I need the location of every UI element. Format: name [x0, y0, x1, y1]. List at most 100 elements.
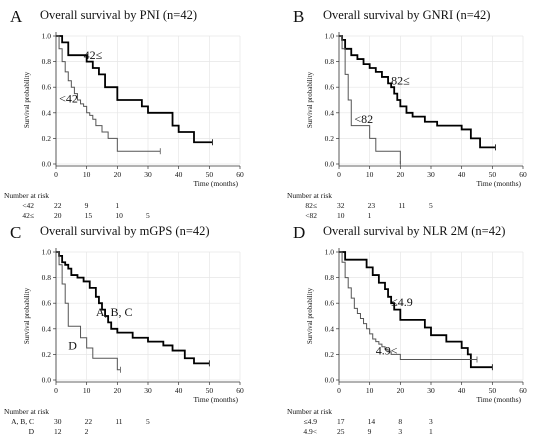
x-tick-label: 60 — [519, 170, 527, 179]
x-tick-label: 10 — [366, 386, 374, 395]
risk-value: 10 — [337, 211, 345, 220]
x-tick-label: 30 — [427, 170, 435, 179]
curve-label: 82≤ — [391, 74, 410, 88]
x-tick-label: 10 — [83, 170, 91, 179]
x-tick-label: 0 — [337, 386, 341, 395]
risk-value: 20 — [54, 211, 62, 220]
y-tick-label: 0.4 — [325, 108, 335, 117]
x-tick-label: 50 — [206, 386, 214, 395]
x-tick-label: 0 — [54, 170, 58, 179]
chart-title: Overall survival by PNI (n=42) — [40, 8, 197, 22]
risk-row-label: 82≤ — [305, 201, 317, 210]
risk-value: 17 — [337, 417, 345, 426]
risk-row-label: <82 — [305, 211, 317, 220]
y-axis-label: Survival probability — [306, 71, 314, 128]
x-tick-label: 30 — [427, 386, 435, 395]
curve-label: <82 — [354, 112, 373, 126]
risk-value: 32 — [337, 201, 345, 210]
x-tick-label: 10 — [83, 386, 91, 395]
x-tick-label: 50 — [489, 386, 497, 395]
panel-letter: A — [10, 7, 23, 26]
survival-curve-high — [56, 251, 210, 365]
y-tick-label: 0.6 — [325, 299, 335, 308]
risk-value: 23 — [368, 201, 376, 210]
survival-curve-low — [56, 35, 161, 152]
y-tick-label: 0.4 — [325, 324, 335, 333]
survival-curve-low — [339, 251, 477, 361]
x-tick-label: 30 — [144, 170, 152, 179]
chart-panel-d: D Overall survival by NLR 2M (n=42) 0.0 0.2… — [287, 223, 527, 436]
curve-label: A, B, C — [96, 305, 133, 319]
x-axis-label: Time (months) — [476, 395, 521, 404]
risk-row-label: D — [29, 427, 35, 436]
x-tick-label: 0 — [337, 170, 341, 179]
risk-value: 22 — [54, 201, 62, 210]
risk-value: 5 — [429, 201, 433, 210]
y-tick-label: 1.0 — [42, 248, 52, 257]
x-tick-label: 60 — [519, 386, 527, 395]
x-tick-label: 50 — [489, 170, 497, 179]
x-tick-label: 40 — [458, 170, 466, 179]
y-tick-label: 0.6 — [325, 83, 335, 92]
risk-row-label: 42≤ — [22, 211, 34, 220]
x-tick-label: 60 — [236, 170, 244, 179]
y-tick-label: 1.0 — [325, 248, 335, 257]
x-tick-label: 30 — [144, 386, 152, 395]
risk-table-title: Number at risk — [4, 191, 49, 200]
risk-row-label: 4.9< — [303, 427, 317, 436]
y-tick-label: 1.0 — [325, 32, 335, 41]
y-tick-label: 0.8 — [42, 57, 52, 66]
survival-curve-high — [339, 35, 496, 149]
risk-value: 5 — [146, 417, 150, 426]
risk-table-title: Number at risk — [4, 407, 49, 416]
risk-value: 30 — [54, 417, 62, 426]
x-tick-label: 50 — [206, 170, 214, 179]
panel-letter: B — [293, 7, 304, 26]
x-tick-label: 0 — [54, 386, 58, 395]
curve-label: <42 — [59, 92, 78, 106]
y-tick-label: 0.2 — [42, 350, 52, 359]
risk-value: 8 — [398, 417, 402, 426]
x-tick-label: 20 — [397, 170, 405, 179]
risk-row-label: ≤4.9 — [304, 417, 318, 426]
y-axis-label: Survival probability — [23, 287, 31, 344]
y-tick-label: 0.2 — [42, 134, 52, 143]
y-tick-label: 1.0 — [42, 32, 52, 41]
risk-row-label: A, B, C — [11, 417, 34, 426]
x-tick-label: 40 — [175, 170, 183, 179]
y-tick-label: 0.6 — [42, 83, 52, 92]
risk-value: 1 — [429, 427, 433, 436]
chart-panel-c: C Overall survival by mGPS (n=42) 0.0 0.2 0.… — [4, 223, 244, 436]
y-tick-label: 0.8 — [42, 273, 52, 282]
x-axis-label: Time (months) — [193, 179, 238, 188]
risk-value: 11 — [398, 201, 405, 210]
survival-curve-high — [56, 35, 213, 144]
x-tick-label: 20 — [114, 170, 122, 179]
risk-value: 3 — [429, 417, 433, 426]
risk-value: 12 — [54, 427, 62, 436]
y-tick-label: 0.2 — [325, 134, 335, 143]
y-tick-label: 0.0 — [325, 160, 335, 169]
chart-panel-b: B Overall survival by GNRI (n=42) 0.0 0.2 0.… — [287, 7, 527, 220]
y-tick-label: 0.8 — [325, 273, 335, 282]
risk-value: 10 — [115, 211, 123, 220]
y-axis-label: Survival probability — [23, 71, 31, 128]
x-tick-label: 10 — [366, 170, 374, 179]
curve-label: 42≤ — [84, 48, 103, 62]
x-axis-label: Time (months) — [476, 179, 521, 188]
survival-curve-high — [339, 251, 493, 369]
panel-letter: C — [10, 223, 21, 242]
risk-value: 11 — [115, 417, 122, 426]
chart-title: Overall survival by GNRI (n=42) — [323, 8, 490, 22]
chart-panel-a: A Overall survival by PNI (n=42) 0.0 0.2 0.4… — [4, 7, 244, 220]
risk-value: 9 — [368, 427, 372, 436]
x-tick-label: 40 — [458, 386, 466, 395]
risk-value: 22 — [85, 417, 93, 426]
chart-title: Overall survival by mGPS (n=42) — [40, 224, 210, 238]
curve-label: D — [68, 338, 77, 352]
risk-table-title: Number at risk — [287, 407, 332, 416]
y-tick-label: 0.0 — [42, 160, 52, 169]
x-tick-label: 20 — [114, 386, 122, 395]
y-tick-label: 0.0 — [42, 376, 52, 385]
